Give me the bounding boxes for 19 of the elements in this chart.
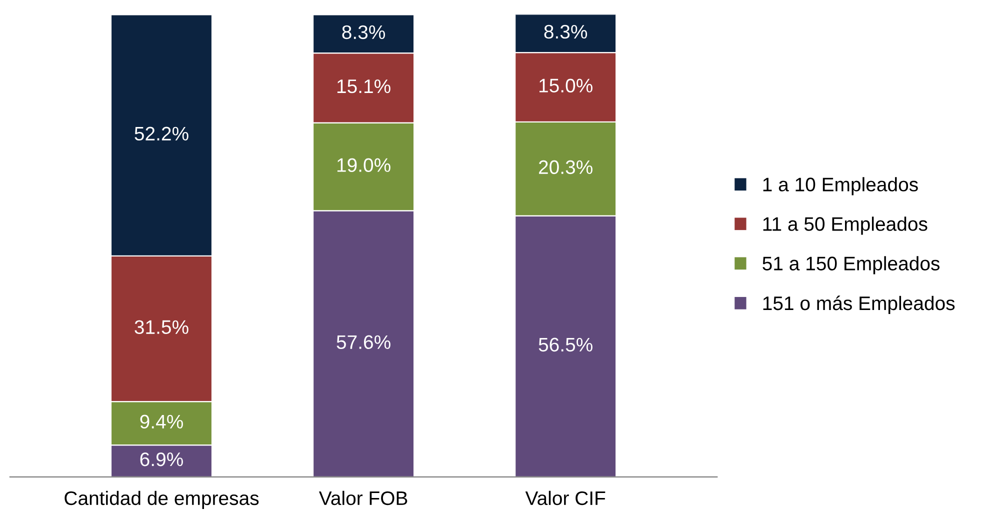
data-label: 20.3% [539, 160, 592, 174]
legend-label: 151 o más Empleados [763, 296, 955, 314]
data-label: 15.1% [337, 79, 390, 94]
data-label: 56.5% [538, 338, 592, 352]
data-label: 9.4% [140, 414, 183, 429]
data-label: 57.6% [336, 335, 390, 350]
data-label: 15.0% [540, 78, 592, 92]
data-label: 31.5% [134, 320, 188, 334]
data-label: 52.2% [134, 126, 188, 141]
data-label: 19.0% [337, 158, 390, 172]
data-label: 8.3% [342, 25, 386, 40]
x-tick-label: Valor FOB [318, 490, 408, 506]
x-tick-label: Cantidad de empresas [64, 490, 259, 509]
legend-label: 11 a 50 Empleados [763, 216, 928, 235]
data-label: 8.3% [544, 24, 588, 39]
data-label: 6.9% [140, 452, 183, 466]
legend-label: 1 a 10 Empleados [763, 177, 918, 196]
legend-label: 51 a 150 Empleados [762, 256, 940, 274]
x-tick-label: Valor CIF [525, 490, 606, 506]
